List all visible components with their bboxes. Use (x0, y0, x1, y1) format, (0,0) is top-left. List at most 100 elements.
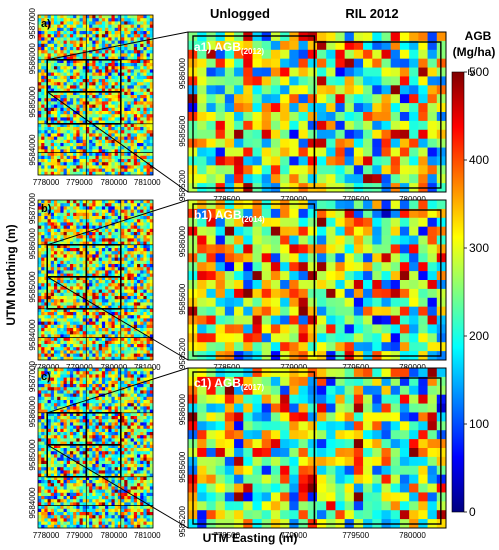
heatmap-cell (140, 152, 144, 157)
heatmap-cell (108, 117, 112, 121)
heatmap-cell (95, 353, 100, 358)
heatmap-cell (224, 235, 235, 245)
heatmap-cell (50, 165, 55, 169)
heatmap-cell (47, 107, 52, 112)
heatmap-cell (73, 308, 77, 313)
heatmap-cell (95, 292, 100, 297)
heatmap-cell (47, 340, 52, 345)
heatmap-cell (335, 94, 345, 104)
heatmap-cell (143, 21, 147, 25)
heatmap-cell (79, 238, 84, 242)
heatmap-cell (117, 155, 122, 160)
heatmap-cell (73, 377, 77, 382)
heatmap-cell (114, 200, 119, 204)
heatmap-cell (60, 384, 64, 388)
heatmap-cell (149, 18, 154, 22)
overview-y-tick: 9585000 (28, 86, 37, 118)
heatmap-cell (47, 37, 52, 41)
heatmap-cell (289, 342, 299, 352)
heatmap-cell (140, 368, 144, 372)
heatmap-cell (140, 27, 144, 32)
heatmap-cell (146, 238, 151, 242)
heatmap-cell (146, 206, 151, 210)
heatmap-cell (108, 88, 112, 93)
heatmap-cell (409, 138, 419, 148)
heatmap-cell (143, 162, 147, 166)
heatmap-cell (53, 377, 58, 382)
heatmap-cell (280, 226, 290, 236)
heatmap-cell (436, 324, 447, 334)
heatmap-cell (89, 37, 93, 41)
heatmap-cell (60, 219, 64, 223)
overview-y-tick: 9584000 (28, 134, 37, 166)
heatmap-cell (206, 217, 216, 228)
heatmap-cell (69, 308, 74, 313)
heatmap-cell (108, 321, 112, 326)
heatmap-cell (418, 271, 428, 281)
heatmap-cell (89, 356, 93, 361)
heatmap-cell (73, 18, 77, 22)
heatmap-cell (111, 321, 116, 326)
heatmap-cell (137, 47, 141, 51)
heatmap-cell (38, 353, 42, 358)
heatmap-cell (140, 139, 144, 144)
overview-heatmap (38, 200, 154, 361)
heatmap-cell (47, 328, 52, 332)
heatmap-cell (44, 159, 48, 163)
heatmap-cell (124, 280, 128, 284)
heatmap-cell (224, 120, 235, 131)
heatmap-cell (69, 155, 74, 160)
heatmap-cell (146, 267, 151, 271)
heatmap-cell (121, 280, 125, 284)
heatmap-cell (114, 123, 119, 128)
heatmap-cell (85, 334, 90, 338)
heatmap-cell (60, 380, 64, 385)
heatmap-cell (76, 393, 80, 398)
heatmap-cell (149, 50, 154, 54)
heatmap-cell (130, 88, 135, 93)
overview-x-tick: 779000 (66, 363, 93, 372)
heatmap-cell (124, 270, 128, 274)
heatmap-cell (372, 297, 382, 308)
heatmap-cell (140, 260, 144, 265)
heatmap-cell (105, 308, 109, 313)
heatmap-cell (60, 82, 64, 86)
heatmap-cell (261, 217, 272, 228)
heatmap-cell (69, 283, 74, 287)
heatmap-cell (44, 328, 48, 332)
heatmap-cell (60, 216, 64, 220)
heatmap-cell (270, 271, 281, 281)
heatmap-cell (399, 40, 410, 51)
heatmap-cell (143, 254, 147, 258)
heatmap-cell (44, 292, 48, 297)
heatmap-cell (41, 136, 45, 141)
heatmap-cell (66, 384, 71, 388)
heatmap-cell (427, 306, 438, 316)
heatmap-cell (133, 117, 138, 121)
heatmap-cell (60, 117, 64, 121)
heatmap-cell (92, 377, 96, 382)
heatmap-cell (105, 334, 109, 338)
heatmap-cell (60, 155, 64, 160)
heatmap-cell (108, 270, 112, 274)
heatmap-cell (92, 56, 96, 61)
heatmap-cell (344, 315, 355, 325)
heatmap-cell (38, 219, 42, 223)
heatmap-cell (105, 228, 109, 233)
heatmap-cell (224, 271, 235, 281)
heatmap-cell (44, 276, 48, 281)
heatmap-cell (89, 340, 93, 345)
heatmap-cell (130, 350, 135, 354)
heatmap-cell (298, 342, 309, 352)
heatmap-cell (66, 40, 71, 45)
heatmap-cell (149, 337, 154, 342)
heatmap-cell (114, 47, 119, 51)
heatmap-cell (427, 174, 438, 184)
heatmap-cell (143, 331, 147, 335)
heatmap-cell (298, 94, 309, 104)
heatmap-cell (427, 333, 438, 343)
heatmap-cell (89, 53, 93, 57)
heatmap-cell (44, 37, 48, 41)
heatmap-cell (73, 171, 77, 176)
